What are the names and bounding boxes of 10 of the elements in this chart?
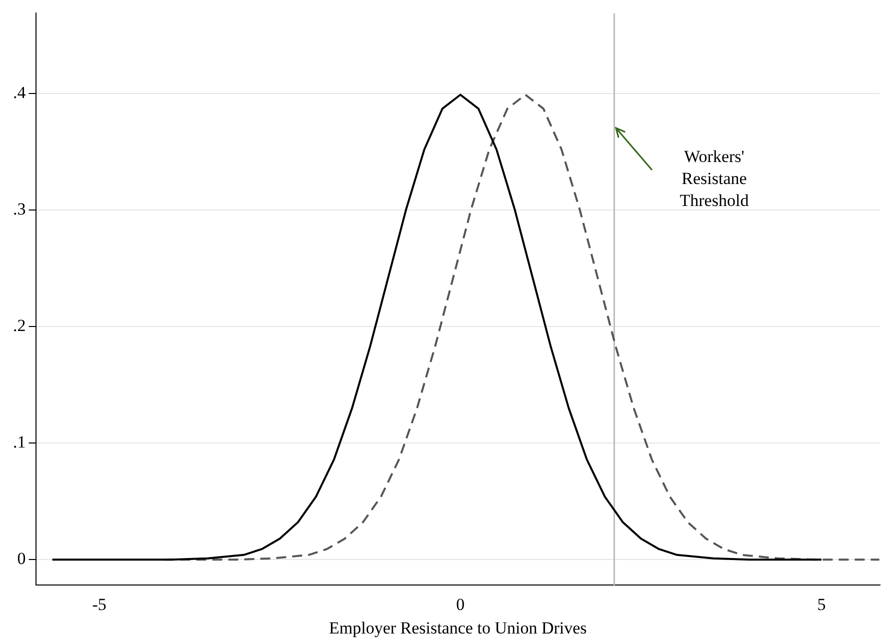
x-tick-label: -5 [92,594,106,614]
y-tick-label: .2 [13,316,26,336]
y-tick-label: .4 [13,83,26,102]
x-tick-label: 0 [456,594,465,614]
annotation: Workers' Resistane Threshold [680,147,750,210]
y-tick-label: .1 [13,432,26,452]
y-tick-label: 0 [17,549,26,568]
y-tick-label: .3 [13,200,26,219]
x-axis-title: Employer Resistance to Union Drives [328,618,587,638]
x-tick-label: 5 [817,594,826,614]
